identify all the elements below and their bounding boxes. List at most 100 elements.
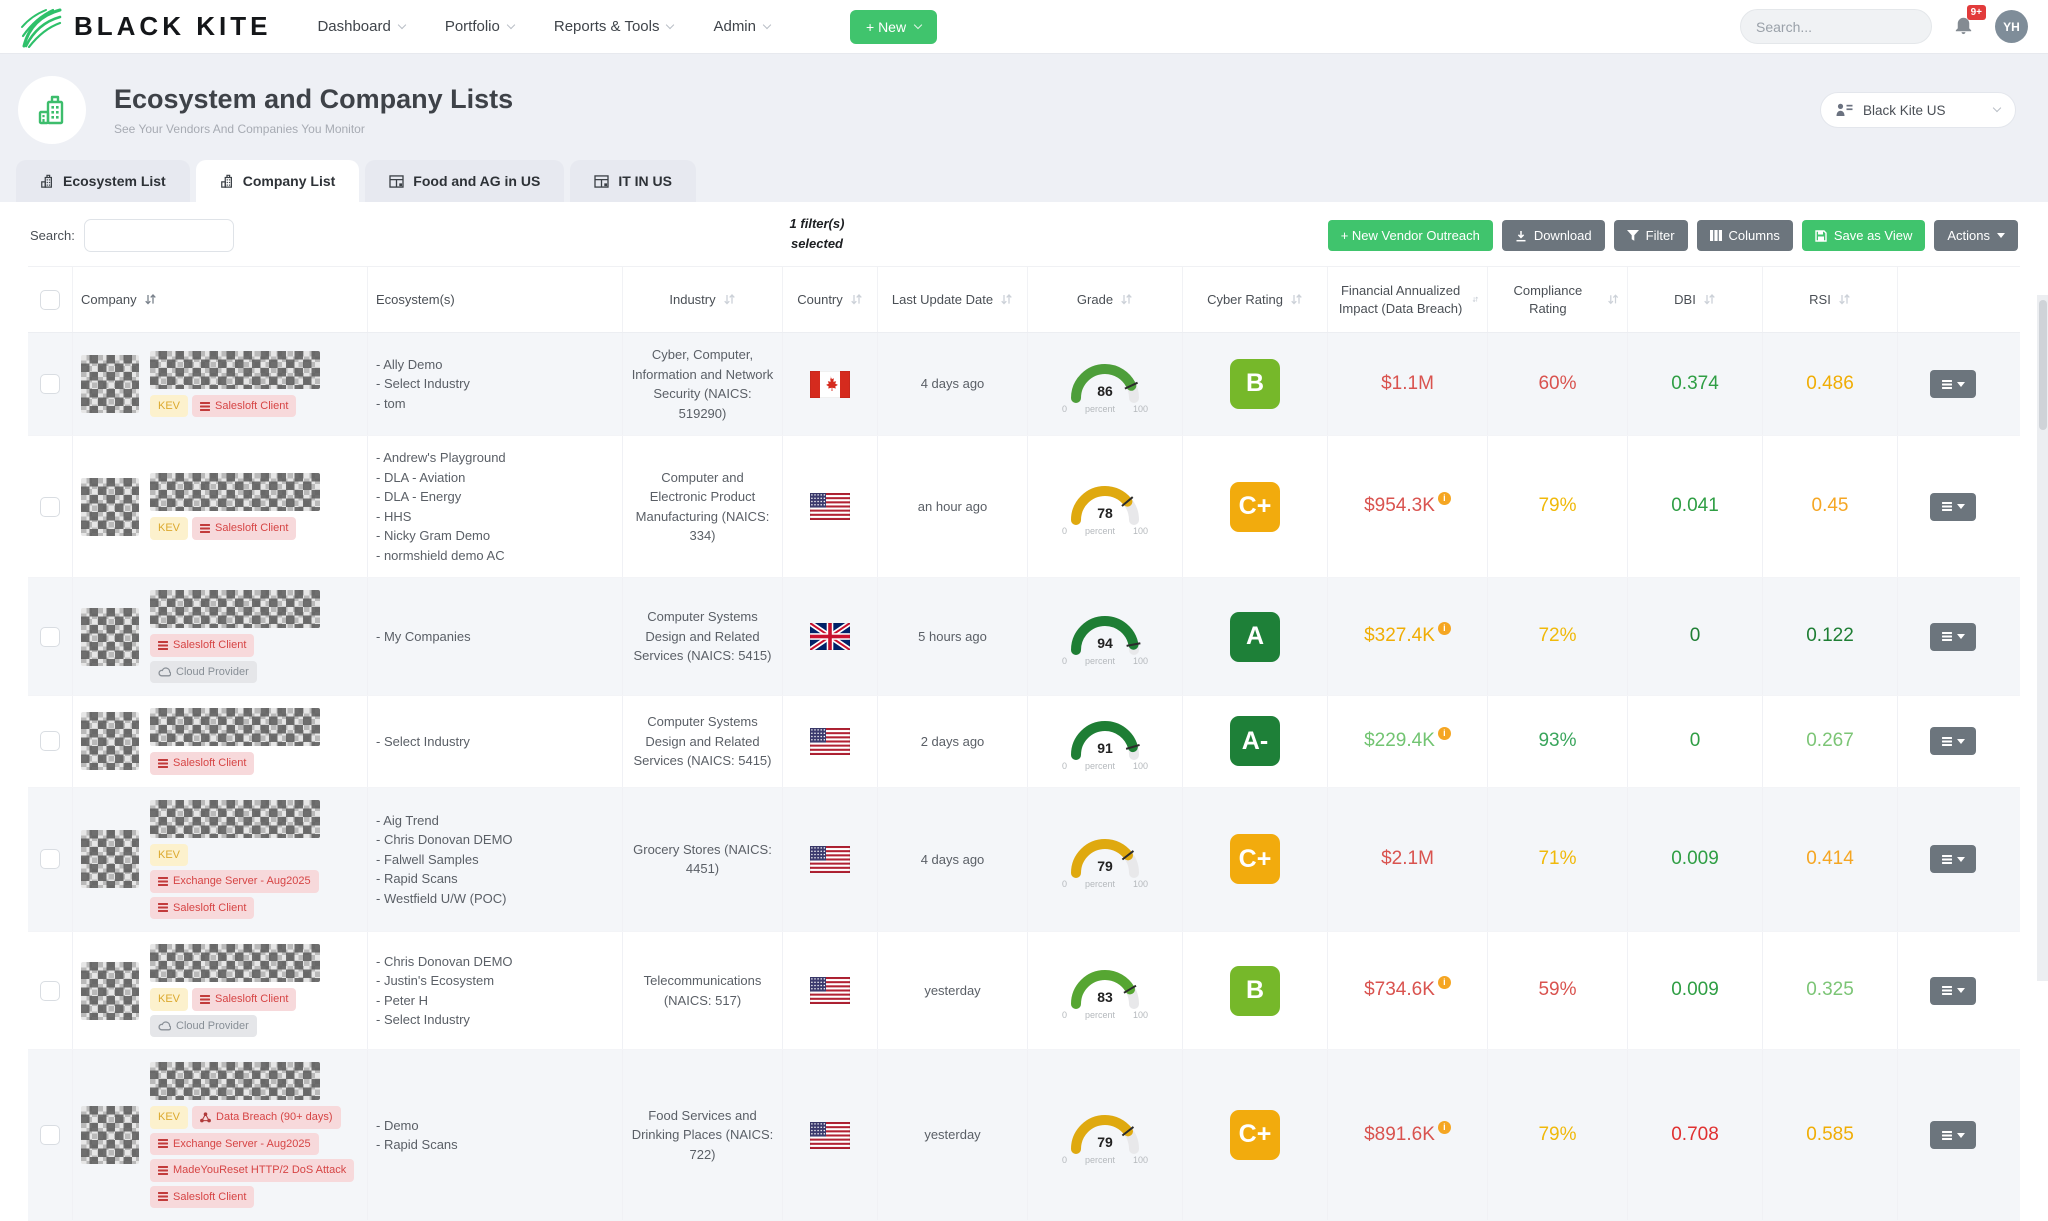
vertical-scrollbar-thumb[interactable] (2038, 300, 2047, 430)
row-actions-button[interactable] (1930, 1121, 1976, 1150)
company-name-redacted[interactable] (150, 708, 320, 747)
company-name-redacted[interactable] (150, 944, 320, 983)
cell-last-update: 2 days ago (878, 696, 1028, 787)
row-checkbox[interactable] (40, 626, 60, 647)
sort-icon[interactable] (723, 293, 736, 306)
save-icon (1815, 229, 1827, 242)
column-header-industry[interactable]: Industry (623, 267, 783, 333)
column-header-company[interactable]: Company (73, 267, 368, 333)
dbi-value: 0.708 (1671, 1123, 1719, 1145)
dbi-value: 0 (1689, 730, 1701, 752)
notifications-button[interactable]: 9+ (1952, 4, 1986, 41)
tab-label: Ecosystem List (63, 173, 166, 189)
row-checkbox[interactable] (40, 374, 60, 395)
row-actions-button[interactable] (1930, 727, 1976, 756)
financial-value: $891.6K (1364, 1123, 1435, 1145)
filters-selected-note: 1 filter(s) selected (752, 214, 882, 254)
download-button[interactable]: Download (1501, 220, 1605, 251)
column-header-cyber-rating[interactable]: Cyber Rating (1183, 267, 1328, 333)
menu-reports-tools[interactable]: Reports & Tools (554, 18, 675, 35)
sort-icon[interactable] (1000, 293, 1013, 306)
avatar[interactable]: YH (1995, 10, 2028, 43)
row-actions-button[interactable] (1930, 622, 1976, 651)
rsi-value: 0.585 (1806, 1123, 1854, 1145)
actions-button[interactable]: Actions (1934, 220, 2018, 251)
row-checkbox[interactable] (40, 849, 60, 870)
cell-ecosystems: - My Companies (368, 578, 623, 696)
menu-dashboard[interactable]: Dashboard (317, 18, 407, 35)
info-icon[interactable]: i (1437, 622, 1451, 636)
row-checkbox[interactable] (40, 496, 60, 517)
row-checkbox[interactable] (40, 1125, 60, 1146)
menu-admin[interactable]: Admin (713, 18, 772, 35)
company-name-redacted[interactable] (150, 473, 320, 512)
row-actions-button[interactable] (1930, 492, 1976, 521)
sort-icon[interactable] (850, 293, 863, 306)
row-checkbox[interactable] (40, 731, 60, 752)
cell-ecosystems: - Demo - Rapid Scans (368, 1050, 623, 1221)
column-header-financial-annualized-impact-data-breach[interactable]: Financial Annualized Impact (Data Breach… (1328, 267, 1488, 333)
cell-cyber-rating: C+ (1183, 436, 1328, 578)
toolbar-buttons: + New Vendor Outreach Download Filter (1327, 220, 2018, 251)
row-actions-button[interactable] (1930, 370, 1976, 399)
sort-icon[interactable] (1703, 293, 1716, 306)
sort-icon[interactable] (1472, 293, 1479, 306)
company-tags: KEV Exchange Server - Aug2025 Salesloft Cl… (150, 843, 359, 920)
cell-grade: 91 0 percent 100 (1028, 696, 1183, 787)
column-header-rsi[interactable]: RSI (1763, 267, 1898, 333)
company-name-redacted[interactable] (150, 799, 320, 838)
company-name-redacted[interactable] (150, 1062, 320, 1101)
sort-icon[interactable] (1290, 293, 1303, 306)
table-search-input[interactable] (83, 219, 234, 252)
company-name-redacted[interactable] (150, 590, 320, 629)
new-vendor-outreach-button[interactable]: + New Vendor Outreach (1327, 220, 1493, 251)
navbar-right: 9+ YH (1740, 4, 2028, 44)
table-row: KEV Salesloft Client - Ally Demo - Select I… (28, 333, 2020, 437)
scope-selector[interactable]: Black Kite US (1820, 92, 2016, 128)
brand[interactable]: BLACK KITE (20, 6, 271, 48)
cell-company: Salesloft Client (73, 696, 368, 787)
select-all-checkbox[interactable] (40, 289, 60, 310)
caret-down-icon (1956, 504, 1965, 510)
sort-icon[interactable] (144, 293, 157, 306)
tab-company-list[interactable]: Company List (195, 160, 360, 202)
column-label: Company (81, 291, 137, 307)
menu-portfolio[interactable]: Portfolio (445, 18, 516, 35)
flag-ca-icon (810, 370, 850, 398)
save-as-view-button[interactable]: Save as View (1801, 220, 1926, 251)
tab-ecosystem-list[interactable]: Ecosystem List (16, 160, 190, 202)
column-header-grade[interactable]: Grade (1028, 267, 1183, 333)
filter-button[interactable]: Filter (1613, 220, 1688, 251)
info-icon[interactable]: i (1437, 492, 1451, 506)
sort-icon[interactable] (1838, 293, 1851, 306)
cell-last-update: yesterday (878, 932, 1028, 1050)
vertical-scrollbar[interactable] (2037, 295, 2048, 981)
company-name-redacted[interactable] (150, 350, 320, 389)
company-tags: Salesloft Client Cloud Provider (150, 634, 359, 684)
cell-actions (1898, 1050, 2008, 1220)
bars-icon (200, 994, 211, 1004)
gauge-scale: 0 percent 100 (1062, 1154, 1148, 1168)
column-header-country[interactable]: Country (783, 267, 878, 333)
row-checkbox[interactable] (40, 980, 60, 1001)
bars-icon (1941, 502, 1952, 512)
info-icon[interactable]: i (1437, 727, 1451, 741)
download-icon (1516, 230, 1526, 241)
tab-it-in-us[interactable]: IT IN US (570, 160, 696, 202)
global-search-input[interactable] (1754, 17, 1939, 36)
tab-food-and-ag-in-us[interactable]: Food and AG in US (365, 160, 565, 202)
row-actions-button[interactable] (1930, 845, 1976, 874)
info-icon[interactable]: i (1437, 976, 1451, 990)
info-icon[interactable]: i (1437, 1120, 1451, 1134)
column-header-dbi[interactable]: DBI (1628, 267, 1763, 333)
new-button[interactable]: + New (850, 9, 938, 44)
industry-label: Telecommunications (NAICS: 517) (643, 973, 762, 1008)
columns-button[interactable]: Columns (1696, 220, 1793, 251)
cell-company: Salesloft Client Cloud Provider (73, 578, 368, 696)
column-header-last-update-date[interactable]: Last Update Date (878, 267, 1028, 333)
gauge-scale-label: percent (1084, 403, 1115, 414)
global-search[interactable] (1740, 9, 1939, 44)
sort-icon[interactable] (1120, 293, 1133, 306)
sort-icon[interactable] (1607, 293, 1619, 306)
column-header-compliance-rating[interactable]: Compliance Rating (1488, 267, 1628, 333)
